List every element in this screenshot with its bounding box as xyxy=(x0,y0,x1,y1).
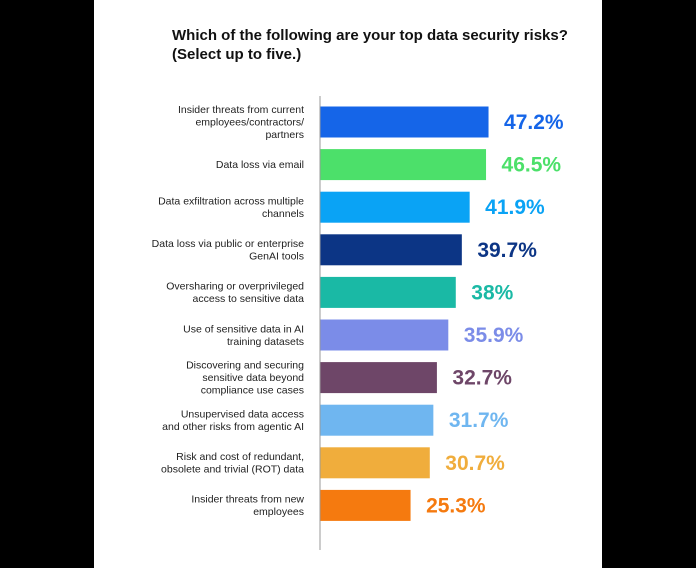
category-label: Insider threats from current employees/co… xyxy=(178,104,304,141)
category-label: Risk and cost of redundant, obsolete and … xyxy=(161,451,304,476)
data-label: 39.7% xyxy=(477,239,537,262)
bar xyxy=(320,191,470,223)
bar xyxy=(320,489,411,521)
bar xyxy=(320,447,430,479)
category-label: Data loss via email xyxy=(216,159,304,171)
bar xyxy=(320,234,462,266)
category-label: Insider threats from new employees xyxy=(191,494,304,519)
chart-card: Which of the following are your top data… xyxy=(94,0,602,568)
category-label: Data loss via public or enterprise GenAI … xyxy=(152,238,304,262)
data-label: 25.3% xyxy=(426,494,486,517)
bar xyxy=(320,362,437,394)
data-label: 32.7% xyxy=(452,367,512,390)
bar xyxy=(320,319,449,351)
bar xyxy=(320,404,434,436)
category-label: Data exfiltration across multiple channel… xyxy=(158,195,304,220)
bar-chart: 47.2% Insider threats from current employe… xyxy=(152,96,564,550)
data-label: 31.7% xyxy=(449,409,509,432)
data-label: 35.9% xyxy=(464,324,524,347)
bar xyxy=(320,149,487,181)
category-label: Use of sensitive data in AI training data… xyxy=(183,323,304,348)
chart-title: Which of the following are your top data… xyxy=(172,27,568,63)
category-label: Oversharing or overprivileged access to s… xyxy=(166,281,304,306)
data-label: 41.9% xyxy=(485,196,545,219)
bar xyxy=(320,106,489,138)
data-label: 46.5% xyxy=(502,154,562,177)
category-label: Unsupervised data access and other risks … xyxy=(162,408,304,433)
data-label: 38% xyxy=(471,281,513,304)
data-label: 30.7% xyxy=(445,452,505,475)
bar xyxy=(320,276,456,308)
category-label: Discovering and securing sensitive data b… xyxy=(186,360,304,397)
data-label: 47.2% xyxy=(504,111,564,134)
